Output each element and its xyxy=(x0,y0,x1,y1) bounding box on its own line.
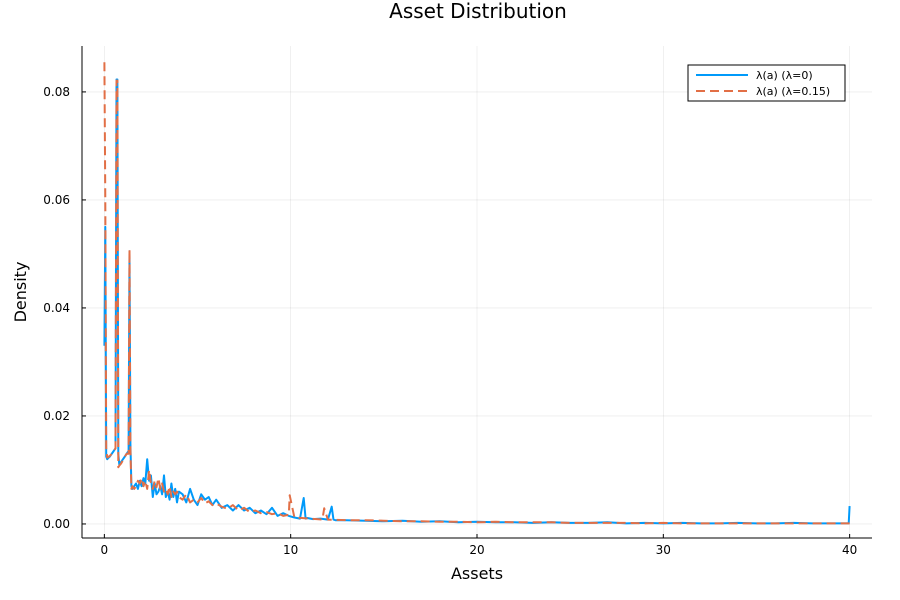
x-tick-label: 40 xyxy=(842,543,857,557)
y-tick-label: 0.00 xyxy=(43,517,70,531)
x-tick-label: 10 xyxy=(283,543,298,557)
x-tick-label: 30 xyxy=(656,543,671,557)
x-tick-label: 20 xyxy=(469,543,484,557)
legend-box xyxy=(687,64,846,102)
ticks: 0 10 20 30 40 0.00 0.02 0.04 0.06 0.08 xyxy=(43,85,857,557)
x-tick-label: 0 xyxy=(101,543,109,557)
legend: λ(a) (λ=0) λ(a) (λ=0.15) xyxy=(687,64,846,102)
series-lines xyxy=(103,62,851,525)
y-tick-label: 0.08 xyxy=(43,85,70,99)
legend-label-series-0: λ(a) (λ=0) xyxy=(756,69,813,82)
x-axis-label: Assets xyxy=(451,564,503,583)
y-tick-label: 0.06 xyxy=(43,193,70,207)
legend-label-series-1: λ(a) (λ=0.15) xyxy=(756,85,830,98)
y-axis-label: Density xyxy=(11,262,30,323)
y-tick-label: 0.04 xyxy=(43,301,70,315)
y-tick-label: 0.02 xyxy=(43,409,70,423)
chart-title: Asset Distribution xyxy=(389,0,567,23)
series-line-1 xyxy=(103,62,850,525)
